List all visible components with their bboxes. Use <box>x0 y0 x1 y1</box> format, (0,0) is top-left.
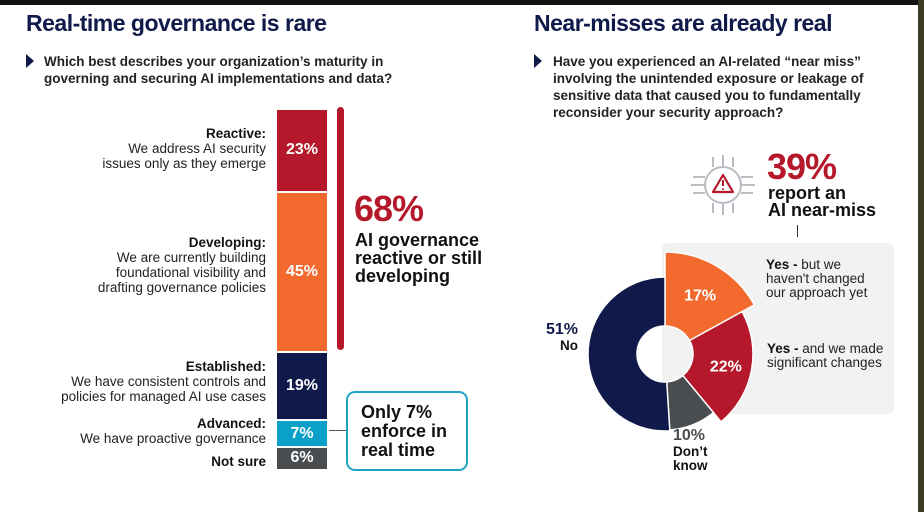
bar-value-label: 7% <box>290 424 314 442</box>
legend-yes-changed: Yes - and we made significant changes <box>767 341 884 370</box>
caret-icon <box>26 54 34 68</box>
bar-segment-notsure: 6% <box>277 447 327 469</box>
category-label: Advanced: We have proactive governance <box>80 416 266 446</box>
left-title: Real-time governance is rare <box>26 10 327 36</box>
near-miss-text-2: AI near-miss <box>768 200 877 220</box>
frame-border <box>918 0 924 512</box>
near-miss-value: 39% <box>767 146 837 187</box>
slice-value-label: 17% <box>684 288 716 305</box>
frame-border <box>0 0 924 5</box>
category-label: Established: We have consistent controls … <box>61 358 266 404</box>
highlight-text: AI governance reactive or still developi… <box>355 230 483 286</box>
category-label: Reactive: We address AI security issues o… <box>102 125 266 171</box>
near-miss-text-1: report an <box>768 183 847 203</box>
legend-no: 51% No <box>545 321 578 353</box>
donut-slice <box>681 310 754 423</box>
highlight-value: 68% <box>354 188 424 229</box>
right-question: Have you experienced an AI-related “near… <box>553 54 864 120</box>
bracket-line <box>337 107 344 350</box>
bar-segment-advanced: 7% <box>277 421 327 446</box>
connector-line <box>329 430 346 431</box>
left-question: Which best describes your organization’s… <box>44 54 393 86</box>
bar-segment-reactive: 23% <box>277 110 327 191</box>
bar-value-label: 45% <box>285 262 319 280</box>
bar-value-label: 23% <box>285 141 319 159</box>
legend-yes-unchanged: Yes - but we haven't changed our approac… <box>766 257 868 300</box>
callout-box: Only 7% enforce in real time <box>346 391 468 471</box>
right-title: Near-misses are already real <box>534 10 833 36</box>
donut-slice <box>664 251 756 342</box>
connector-line <box>797 225 798 237</box>
slice-value-label: 22% <box>710 359 742 376</box>
circuit-warning-icon <box>691 155 755 215</box>
bar-segment-established: 19% <box>277 352 327 420</box>
category-label: Developing: We are currently building fou… <box>97 235 266 295</box>
donut-slice <box>587 276 671 432</box>
caret-icon <box>534 54 542 68</box>
bar-segment-developing: 45% <box>277 192 327 351</box>
legend-dont-know: 10% Don’t know <box>673 427 708 473</box>
category-label: Not sure <box>211 453 266 469</box>
bar-value-label: 19% <box>285 377 319 395</box>
bar-value-label: 6% <box>290 449 314 467</box>
